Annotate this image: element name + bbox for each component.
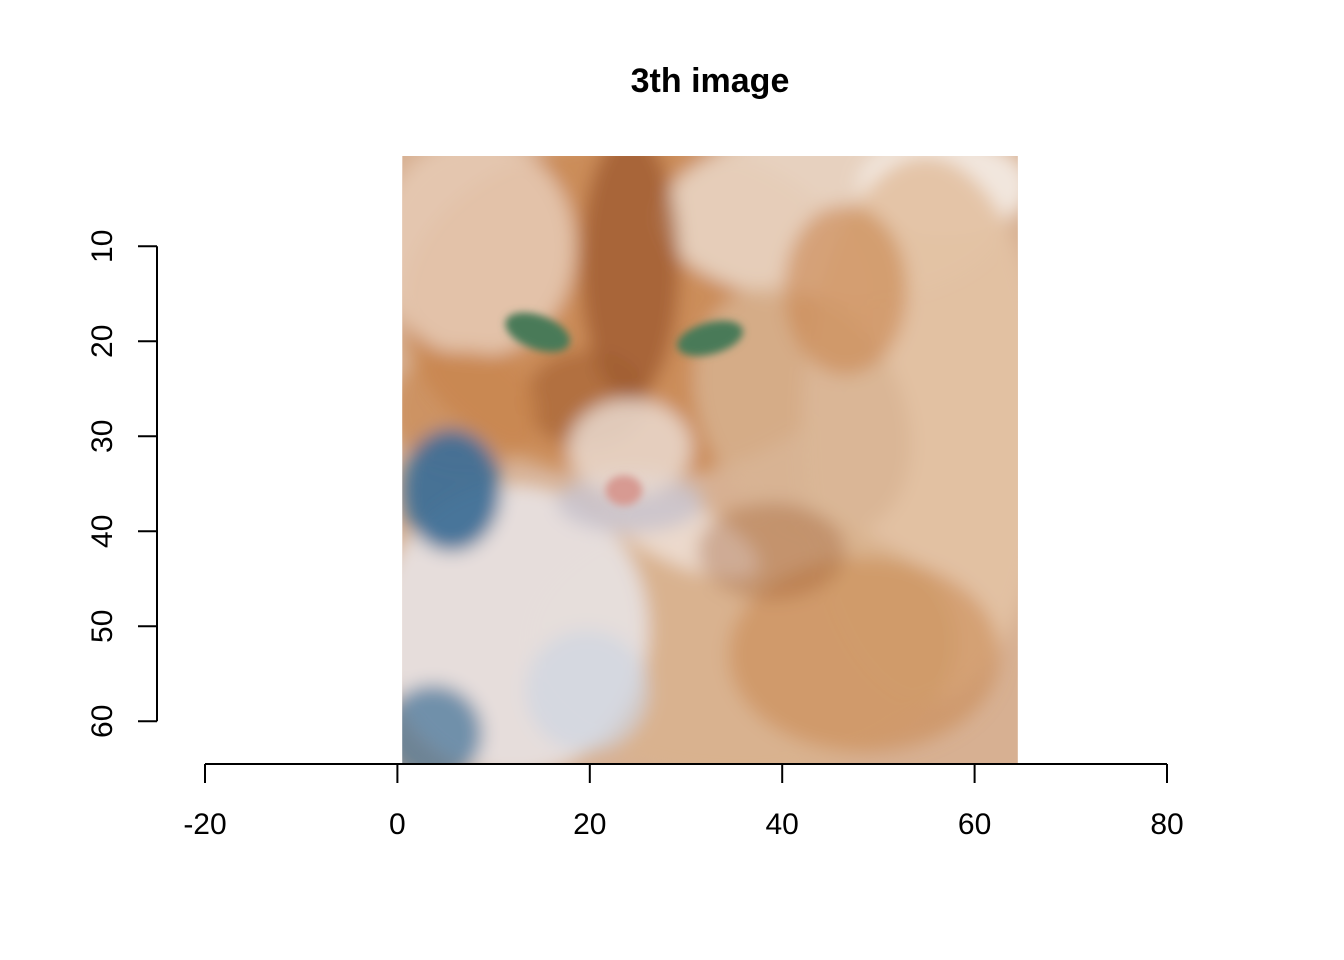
chart-title: 3th image — [631, 62, 790, 100]
fur-patch — [580, 156, 680, 400]
fur-patch — [783, 204, 908, 375]
y-tick-label: 50 — [86, 610, 119, 643]
fur-patch — [525, 630, 649, 752]
left-eye — [505, 312, 571, 353]
fur-patch — [402, 156, 575, 357]
fur-patch — [697, 502, 846, 600]
x-axis: -20 0 20 40 60 80 — [183, 763, 1184, 841]
right-eye — [677, 320, 744, 357]
nose — [605, 475, 643, 506]
image-painting — [402, 156, 1018, 764]
fur-patch — [568, 399, 692, 497]
y-tick-label: 10 — [86, 230, 119, 263]
x-tick-label: 20 — [573, 808, 606, 841]
fur-patch — [402, 684, 483, 764]
x-tick-label: 60 — [958, 808, 991, 841]
y-axis: 10 20 30 40 50 60 — [86, 230, 158, 738]
cat-image — [402, 156, 1018, 764]
face-details — [505, 312, 744, 506]
x-tick-label: 80 — [1150, 808, 1183, 841]
fur-patch — [402, 429, 501, 552]
fur-patch — [728, 557, 1000, 752]
x-tick-label: -20 — [183, 808, 226, 841]
y-tick-label: 30 — [86, 420, 119, 453]
y-tick-label: 20 — [86, 325, 119, 358]
y-tick-label: 40 — [86, 515, 119, 548]
x-tick-label: 0 — [389, 808, 406, 841]
x-tick-label: 40 — [766, 808, 799, 841]
y-tick-label: 60 — [86, 705, 119, 738]
